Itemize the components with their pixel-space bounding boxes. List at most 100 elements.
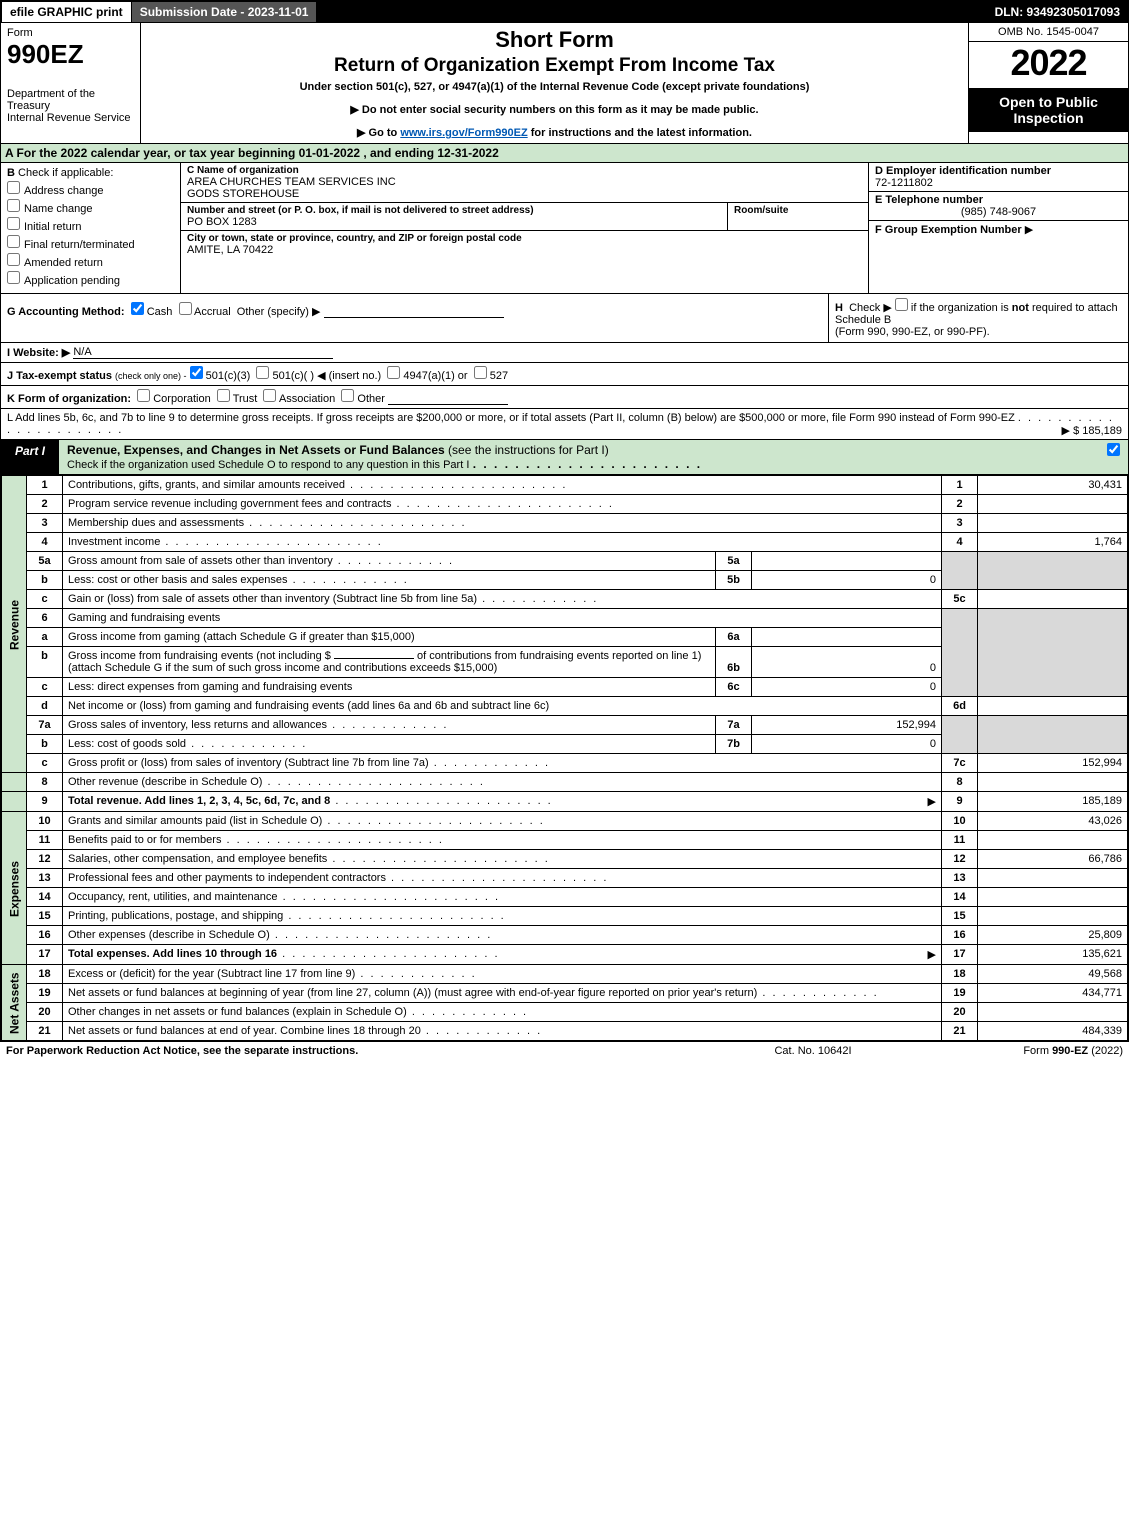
goto-link[interactable]: www.irs.gov/Form990EZ bbox=[400, 127, 527, 139]
cash-label: Cash bbox=[147, 306, 173, 318]
phone-value: (985) 748-9067 bbox=[875, 206, 1122, 218]
part-i-paren: (see the instructions for Part I) bbox=[448, 443, 609, 457]
l6-num: 6 bbox=[27, 609, 63, 628]
l18-amount: 49,568 bbox=[978, 965, 1128, 984]
l6a-num: a bbox=[27, 628, 63, 647]
l7c-colno: 7c bbox=[942, 754, 978, 773]
l5c-colno: 5c bbox=[942, 590, 978, 609]
line-17-row: 17 Total expenses. Add lines 10 through … bbox=[2, 945, 1128, 965]
l2-amount bbox=[978, 495, 1128, 514]
goto-text: ▶ Go to www.irs.gov/Form990EZ for instru… bbox=[147, 126, 962, 139]
chk-4947a1[interactable] bbox=[387, 366, 400, 379]
line-12-row: 12 Salaries, other compensation, and emp… bbox=[2, 850, 1128, 869]
l8-desc: Other revenue (describe in Schedule O) bbox=[63, 773, 942, 792]
h-text2: if the organization is bbox=[911, 302, 1012, 314]
chk-address-change-box[interactable] bbox=[7, 181, 20, 194]
l7c-amount: 152,994 bbox=[978, 754, 1128, 773]
l15-colno: 15 bbox=[942, 907, 978, 926]
street-cell: Number and street (or P. O. box, if mail… bbox=[181, 203, 728, 230]
room-label: Room/suite bbox=[734, 205, 862, 216]
l19-colno: 19 bbox=[942, 984, 978, 1003]
chk-address-change[interactable]: Address change bbox=[7, 181, 174, 197]
l21-desc-text: Net assets or fund balances at end of ye… bbox=[68, 1025, 421, 1037]
line-11-row: 11 Benefits paid to or for members 11 bbox=[2, 831, 1128, 850]
group-exemption-arrow: ▶ bbox=[1025, 224, 1033, 236]
l13-desc-text: Professional fees and other payments to … bbox=[68, 872, 386, 884]
chk-cash[interactable] bbox=[131, 302, 144, 315]
dln-label: DLN: 93492305017093 bbox=[987, 2, 1128, 22]
g-label: G Accounting Method: bbox=[7, 306, 125, 318]
tax-exempt-status-row: J Tax-exempt status (check only one) - 5… bbox=[1, 363, 1128, 386]
l6-shade-amt bbox=[978, 609, 1128, 697]
l17-amount: 135,621 bbox=[978, 945, 1128, 965]
chk-initial-return-box[interactable] bbox=[7, 217, 20, 230]
l6a-subval bbox=[752, 628, 942, 647]
l5b-desc-text: Less: cost or other basis and sales expe… bbox=[68, 574, 288, 586]
l7b-num: b bbox=[27, 735, 63, 754]
line-6d-row: d Net income or (loss) from gaming and f… bbox=[2, 697, 1128, 716]
chk-501c3[interactable] bbox=[190, 366, 203, 379]
chk-final-return[interactable]: Final return/terminated bbox=[7, 235, 174, 251]
chk-name-change-box[interactable] bbox=[7, 199, 20, 212]
l5b-subval: 0 bbox=[752, 571, 942, 590]
l10-desc-text: Grants and similar amounts paid (list in… bbox=[68, 815, 322, 827]
l-amount: ▶ $ 185,189 bbox=[1062, 424, 1122, 437]
other-specify-field[interactable] bbox=[324, 304, 504, 318]
l17-desc-text: Total expenses. Add lines 10 through 16 bbox=[68, 948, 277, 960]
chk-schedule-o-part-i[interactable] bbox=[1107, 443, 1120, 456]
l13-amount bbox=[978, 869, 1128, 888]
chk-other-org[interactable] bbox=[341, 389, 354, 402]
chk-amended-return[interactable]: Amended return bbox=[7, 253, 174, 269]
line-16-row: 16 Other expenses (describe in Schedule … bbox=[2, 926, 1128, 945]
h-not: not bbox=[1012, 302, 1029, 314]
l6b-subval: 0 bbox=[752, 647, 942, 678]
chk-amended-return-box[interactable] bbox=[7, 253, 20, 266]
l5a-desc: Gross amount from sale of assets other t… bbox=[63, 552, 716, 571]
chk-trust[interactable] bbox=[217, 389, 230, 402]
l5ab-shade bbox=[942, 552, 978, 590]
l12-desc-text: Salaries, other compensation, and employ… bbox=[68, 853, 327, 865]
l7b-subval: 0 bbox=[752, 735, 942, 754]
chk-name-change[interactable]: Name change bbox=[7, 199, 174, 215]
l6c-subcol: 6c bbox=[716, 678, 752, 697]
street-row: Number and street (or P. O. box, if mail… bbox=[181, 203, 868, 231]
l12-colno: 12 bbox=[942, 850, 978, 869]
l6d-amount bbox=[978, 697, 1128, 716]
l2-desc: Program service revenue including govern… bbox=[63, 495, 942, 514]
chk-final-return-box[interactable] bbox=[7, 235, 20, 248]
l5c-desc: Gain or (loss) from sale of assets other… bbox=[63, 590, 942, 609]
chk-accrual[interactable] bbox=[179, 302, 192, 315]
l14-amount bbox=[978, 888, 1128, 907]
chk-501c[interactable] bbox=[256, 366, 269, 379]
ein-cell: D Employer identification number 72-1211… bbox=[869, 163, 1128, 192]
l6c-subval: 0 bbox=[752, 678, 942, 697]
l6-desc: Gaming and fundraising events bbox=[63, 609, 942, 628]
l19-desc: Net assets or fund balances at beginning… bbox=[63, 984, 942, 1003]
part-i-header: Part I Revenue, Expenses, and Changes in… bbox=[1, 440, 1128, 475]
org-name-label: C Name of organization bbox=[187, 165, 862, 176]
association-label: Association bbox=[279, 393, 335, 405]
footer-mid: Cat. No. 10642I bbox=[703, 1045, 923, 1057]
city-cell: City or town, state or province, country… bbox=[181, 231, 868, 258]
l12-num: 12 bbox=[27, 850, 63, 869]
l21-num: 21 bbox=[27, 1022, 63, 1041]
other-org-field[interactable] bbox=[388, 392, 508, 405]
tax-year: 2022 bbox=[969, 42, 1128, 84]
phone-cell: E Telephone number (985) 748-9067 bbox=[869, 192, 1128, 221]
accrual-label: Accrual bbox=[194, 306, 231, 318]
street-value: PO BOX 1283 bbox=[187, 216, 721, 228]
l6d-desc: Net income or (loss) from gaming and fun… bbox=[63, 697, 942, 716]
l18-colno: 18 bbox=[942, 965, 978, 984]
entity-block: B Check if applicable: Address change Na… bbox=[1, 163, 1128, 294]
chk-application-pending-box[interactable] bbox=[7, 271, 20, 284]
chk-schedule-b[interactable] bbox=[895, 298, 908, 311]
under-section-text: Under section 501(c), 527, or 4947(a)(1)… bbox=[147, 81, 962, 93]
chk-association[interactable] bbox=[263, 389, 276, 402]
section-b-checkboxes: B Check if applicable: Address change Na… bbox=[1, 163, 181, 293]
form-word: Form bbox=[7, 27, 134, 39]
chk-527[interactable] bbox=[474, 366, 487, 379]
footer-right: Form 990-EZ (2022) bbox=[923, 1045, 1123, 1057]
chk-application-pending[interactable]: Application pending bbox=[7, 271, 174, 287]
chk-corporation[interactable] bbox=[137, 389, 150, 402]
chk-initial-return[interactable]: Initial return bbox=[7, 217, 174, 233]
